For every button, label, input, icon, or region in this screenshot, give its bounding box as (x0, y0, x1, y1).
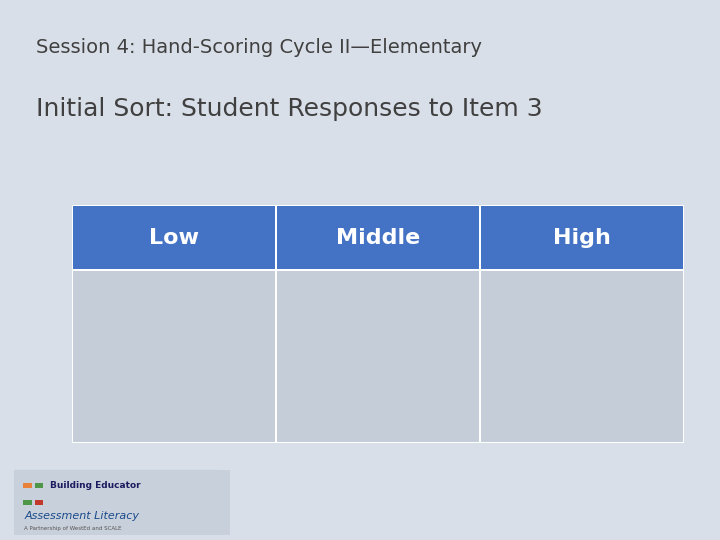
Bar (35, 483, 43, 488)
Text: Middle: Middle (336, 227, 420, 248)
Bar (73, 271, 274, 442)
Text: Assessment Literacy: Assessment Literacy (24, 511, 140, 522)
Bar (277, 206, 479, 269)
Polygon shape (14, 470, 230, 535)
Text: Low: Low (149, 227, 199, 248)
Bar (73, 206, 274, 269)
Text: Session 4: Hand-Scoring Cycle II—Elementary: Session 4: Hand-Scoring Cycle II—Element… (36, 38, 482, 57)
Bar (14, 470, 230, 535)
Text: Initial Sort: Student Responses to Item 3: Initial Sort: Student Responses to Item … (36, 97, 543, 121)
Text: Building Educator: Building Educator (50, 481, 141, 490)
Bar (482, 206, 683, 269)
Bar (277, 271, 479, 442)
Bar (482, 271, 683, 442)
Bar (72, 205, 684, 443)
Text: A Partnership of WestEd and SCALE: A Partnership of WestEd and SCALE (24, 525, 122, 531)
Bar (23, 483, 32, 488)
Text: High: High (553, 227, 611, 248)
Bar (23, 500, 32, 505)
Bar (35, 500, 43, 505)
